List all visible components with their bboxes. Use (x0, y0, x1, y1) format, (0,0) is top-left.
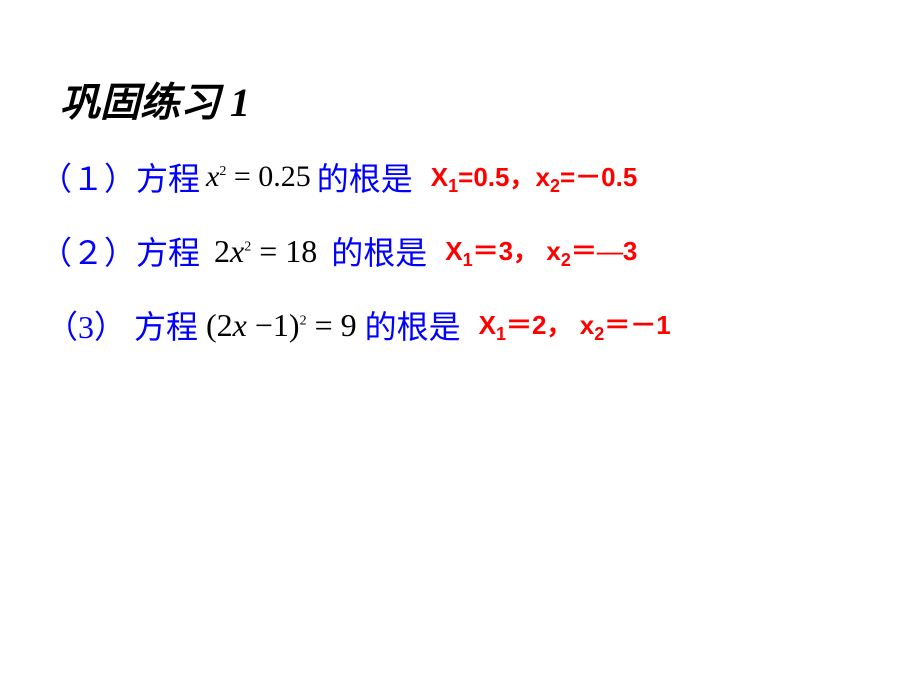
slide-container: 巩固练习 1 （１）方程 x2 = 0.25 的根是 X1=0.5，x2=－0.… (0, 0, 920, 348)
problem-3-answer: X1＝2， x2＝－1 (479, 305, 671, 345)
problem-2-answer: X1＝3， x2＝—3 (445, 231, 637, 271)
problem-1-answer: X1=0.5，x2=－0.5 (431, 157, 638, 197)
slide-title: 巩固练习 1 (60, 70, 880, 128)
problem-row-3: （3） 方程 (2x −1)2 = 9 的根是 X1＝2， x2＝－1 (46, 302, 880, 348)
title-text: 巩固练习 1 (60, 80, 250, 125)
problem-3-prefix: （3） 方程 (46, 302, 198, 348)
problem-2-equation: 2x2 = 18 (200, 233, 331, 270)
problem-1-suffix: 的根是 (317, 154, 413, 200)
problem-1-prefix: （１）方程 (40, 154, 200, 200)
problem-2-prefix: （２）方程 (40, 228, 200, 274)
problem-2-suffix: 的根是 (331, 228, 427, 274)
problem-row-2: （２）方程 2x2 = 18 的根是 X1＝3， x2＝—3 (40, 228, 880, 274)
problem-3-equation: (2x −1)2 = 9 (198, 307, 365, 344)
problem-row-1: （１）方程 x2 = 0.25 的根是 X1=0.5，x2=－0.5 (40, 154, 880, 200)
problem-3-suffix: 的根是 (365, 302, 461, 348)
problem-1-equation: x2 = 0.25 (200, 160, 317, 194)
